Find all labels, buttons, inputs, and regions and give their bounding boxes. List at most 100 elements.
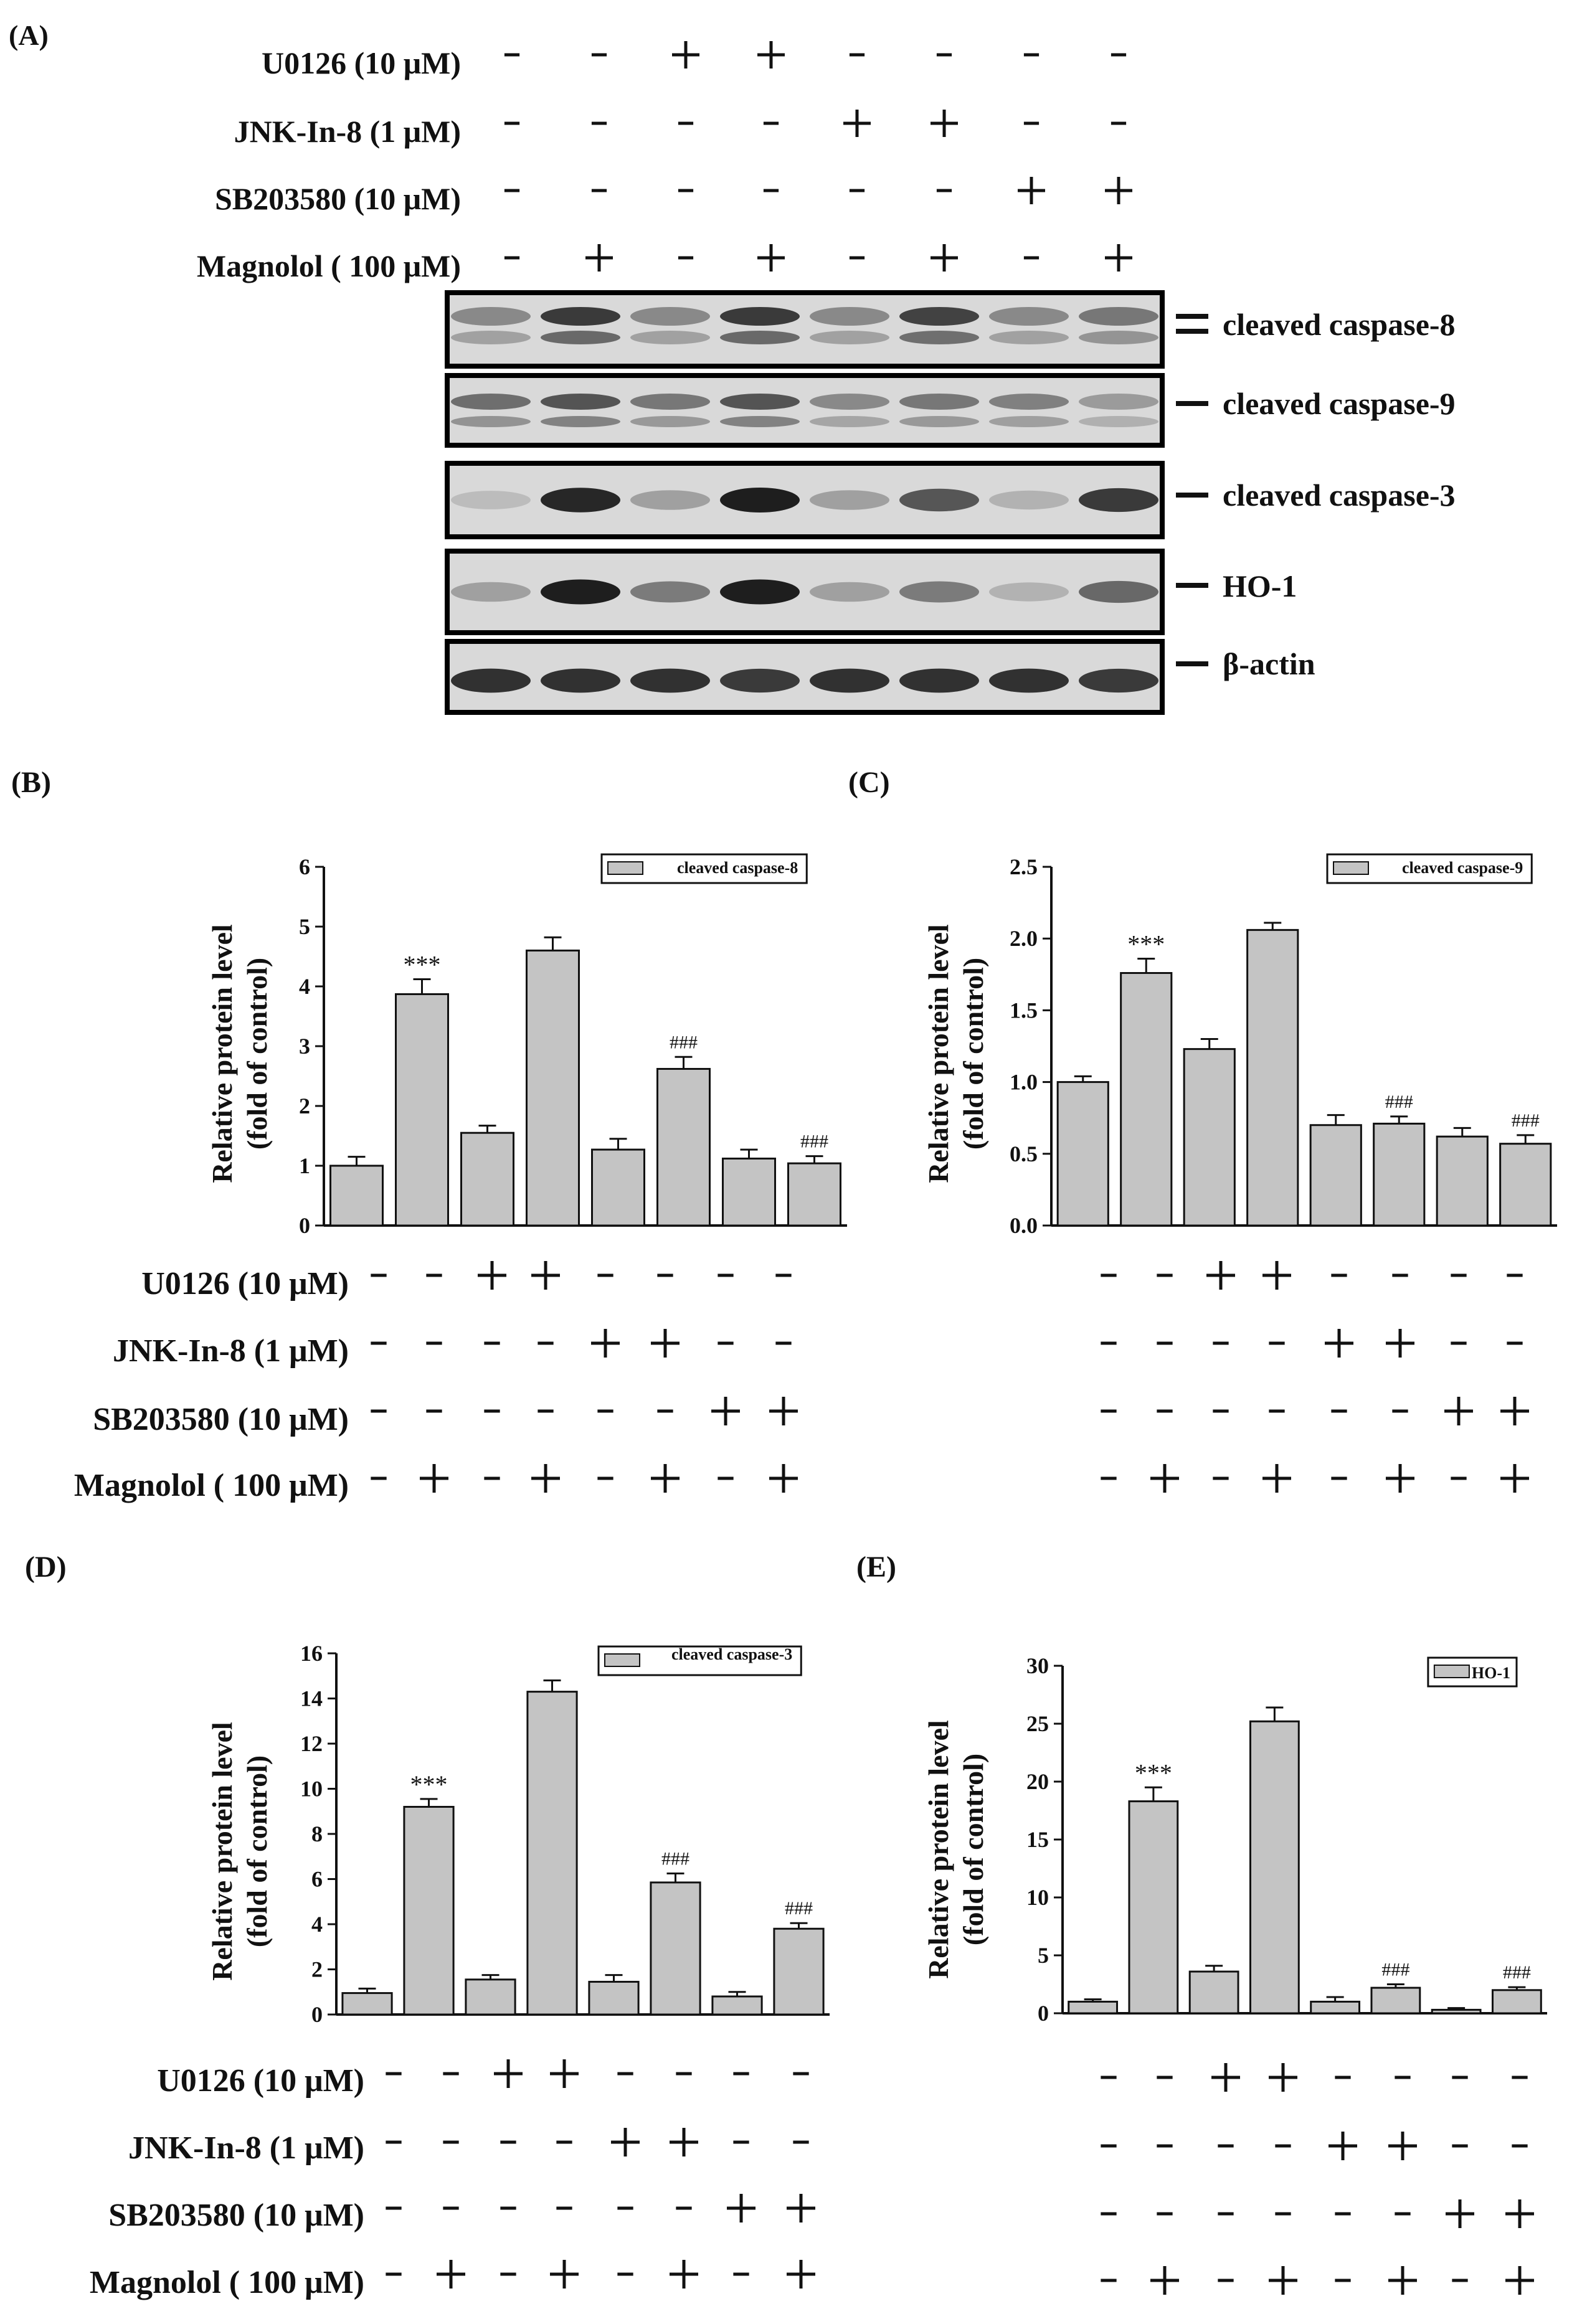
chart-c-sign-r3-c6: [1451, 1476, 1467, 1480]
chart-c-sign-r0-c4: [1331, 1273, 1347, 1277]
blot-band-1-3-upper: [720, 394, 800, 410]
blot-marker-ho-1: [1176, 583, 1208, 588]
chart-d-sign-r2-c4: [617, 2206, 633, 2210]
chart-panel-b: cleaved caspase-8 Relative protein level…: [74, 853, 847, 1503]
chart-e-bar-4: [1310, 2000, 1361, 2015]
chart-b-sign-r2-c4: [597, 1409, 613, 1413]
blot-band-4-2: [630, 668, 710, 693]
chart-e-sign-r0-c2-v: [1224, 2063, 1228, 2092]
chart-b-sign-r2-c1: [426, 1409, 442, 1413]
blot-band-0-5-upper: [899, 307, 979, 326]
blot-band-2-5: [899, 488, 979, 512]
chart-e-ytick-label-1: 5: [1038, 1943, 1049, 1968]
chart-b-annotation-7: ###: [800, 1131, 828, 1152]
blot-marker-caspase-8-top: [1176, 314, 1208, 319]
chart-d-sign-r1-c4-v: [623, 2128, 627, 2156]
chart-d-sign-r2-c3: [556, 2206, 572, 2210]
blot-band-0-2-upper: [630, 307, 710, 326]
chart-c-sign-r0-c0: [1101, 1273, 1117, 1277]
chart-d-ytick-label-8: 16: [300, 1641, 323, 1666]
blot-band-0-2-lower: [630, 331, 710, 344]
blot-band-0-6-lower: [989, 331, 1069, 344]
chart-c-sign-r1-c0: [1101, 1341, 1117, 1345]
chart-e-sign-r2-c3: [1275, 2212, 1291, 2216]
chart-b-sign-r0-c1: [426, 1273, 442, 1277]
chart-c-sign-r1-c5-v: [1398, 1329, 1402, 1358]
blot-band-2-3: [720, 488, 800, 513]
panel-a-sign-r1-c1: [591, 121, 607, 125]
blot-marker-caspase-9: [1176, 401, 1208, 406]
chart-e-sign-r1-c7: [1512, 2144, 1528, 2148]
blot-band-1-3-lower: [720, 416, 800, 427]
chart-c-sign-r0-c1: [1157, 1273, 1173, 1277]
chart-c-bar-3: [1246, 928, 1299, 1227]
chart-d-annotation-5: ###: [661, 1848, 689, 1869]
blot-band-0-0-upper: [451, 307, 531, 326]
chart-b-ytick-label-3: 3: [299, 1034, 310, 1059]
blot-label-caspase-9: cleaved caspase-9: [1223, 386, 1456, 421]
panel-a-blot-labels: cleaved caspase-8 cleaved caspase-9 clea…: [1223, 307, 1456, 681]
chart-c-ylabel-line1: Relative protein level: [922, 924, 954, 1183]
blot-band-4-1: [541, 668, 620, 693]
chart-c-ylabel-line2: (fold of control): [957, 958, 989, 1150]
blot-band-2-4: [810, 490, 889, 510]
chart-d-sign-r1-c5-v: [682, 2128, 686, 2156]
blot-band-1-6-upper: [989, 394, 1069, 410]
panel-a-sign-r3-c3-v: [769, 244, 773, 272]
chart-b-ytick-label-0: 0: [299, 1213, 310, 1238]
chart-b-sign-r3-c1-v: [432, 1464, 436, 1493]
chart-b-annotation-5: ###: [670, 1032, 698, 1052]
blot-band-3-3: [720, 579, 800, 605]
panel-a-sign-r2-c1: [591, 189, 607, 192]
chart-d-ytick-label-7: 14: [300, 1686, 323, 1711]
chart-e-ytick-label-6: 30: [1026, 1653, 1049, 1678]
chart-panel-e: HO-1 Relative protein level (fold of con…: [922, 1653, 1547, 2295]
chart-e-sign-r1-c0: [1101, 2144, 1117, 2148]
chart-c-ytick-label-3: 1.5: [1010, 998, 1038, 1023]
chart-c-ytick-label-1: 0.5: [1010, 1141, 1038, 1166]
chart-e-sign-r2-c6-v: [1458, 2199, 1462, 2228]
panel-a-sign-r0-c2-v: [684, 41, 688, 68]
panel-a-treatment-label-jnk: JNK-In-8 (1 μM): [234, 114, 461, 149]
chart-d-sign-r2-c5: [676, 2206, 692, 2210]
panel-a-sign-r1-c3: [763, 121, 779, 125]
chart-c-ytick-label-0: 0.0: [1010, 1213, 1038, 1238]
chart-b-bar-6: [722, 1157, 776, 1227]
chart-b-sign-r2-c5: [657, 1409, 673, 1413]
chart-d-sign-r0-c0: [386, 2072, 402, 2076]
panel-label-d: (D): [25, 1551, 67, 1584]
chart-c-legend-swatch: [1333, 861, 1369, 875]
chart-d-sign-r1-c2: [500, 2140, 516, 2144]
panel-a-sign-r3-c5-v: [942, 244, 946, 272]
chart-b-sign-r2-c3: [538, 1409, 554, 1413]
panel-a-sign-r0-c3-v: [769, 41, 773, 68]
chart-c-sign-r0-c5: [1392, 1273, 1408, 1277]
chart-b-ylabel-line1: Relative protein level: [206, 924, 238, 1183]
chart-b-ytick-label-6: 6: [299, 854, 310, 879]
blot-marker-caspase-8-bottom: [1176, 329, 1208, 334]
panel-a-sign-r2-c5: [936, 189, 952, 192]
chart-c-sign-r2-c1: [1157, 1409, 1173, 1413]
chart-d-ytick-label-1: 2: [311, 1957, 323, 1982]
blot-band-4-0: [451, 668, 531, 693]
blot-band-3-4: [810, 582, 889, 602]
chart-c-bar-0: [1056, 1081, 1109, 1227]
blot-band-0-4-upper: [810, 307, 889, 326]
blot-band-4-3: [720, 668, 800, 693]
panel-a-sign-r1-c2: [678, 121, 694, 125]
chart-c-sign-r2-c0: [1101, 1409, 1117, 1413]
chart-d-sign-r0-c5: [676, 2072, 692, 2076]
blot-band-0-0-lower: [451, 331, 531, 344]
panel-a-sign-r2-c7-v: [1117, 177, 1120, 204]
chart-b-sign-r3-c7-v: [782, 1464, 785, 1493]
panel-a-sign-r0-c1: [591, 53, 607, 57]
chart-c-sign-r3-c1-v: [1163, 1464, 1167, 1493]
chart-b-row-label-magnolol: Magnolol ( 100 μM): [74, 1468, 349, 1503]
panel-a-treatment-table: U0126 (10 μM) JNK-In-8 (1 μM) SB203580 (…: [197, 41, 1132, 283]
chart-d-sign-r3-c3-v: [562, 2260, 566, 2289]
chart-e-sign-r2-c1: [1157, 2212, 1173, 2216]
panel-label-a: (A): [9, 19, 49, 51]
panel-a-sign-r2-c4: [849, 189, 865, 192]
chart-e-annotation-5: ###: [1381, 1960, 1409, 1980]
chart-e-sign-r1-c5-v: [1401, 2132, 1404, 2160]
